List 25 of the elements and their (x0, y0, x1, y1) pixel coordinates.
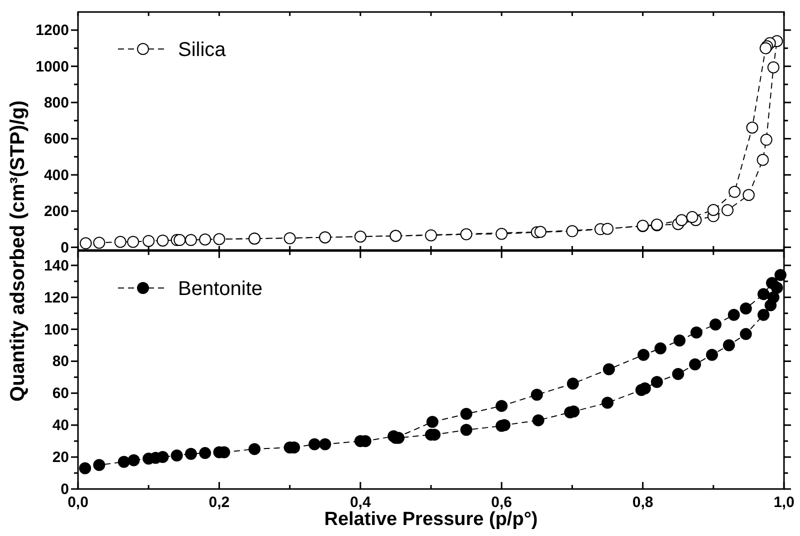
y-tick-label: 40 (52, 417, 69, 434)
y-tick-label: 20 (52, 449, 69, 466)
y-tick-label: 1000 (36, 58, 69, 76)
x-tick-label: 1,0 (774, 494, 794, 511)
legend-label: Bentonite (178, 278, 263, 300)
y-tick-label: 600 (44, 130, 69, 148)
y-axis-title: Quantity adsorbed (cm³(STP)/g) (7, 100, 29, 402)
x-axis-title: Relative Pressure (p/p°) (324, 509, 538, 530)
y-tick-label: 100 (44, 321, 69, 338)
x-tick-label: 0,6 (491, 494, 512, 511)
y-tick-label: 800 (44, 94, 69, 112)
y-tick-label: 0 (60, 239, 69, 256)
y-tick-label: 1200 (36, 22, 69, 40)
y-tick-label: 80 (52, 353, 69, 370)
y-tick-label: 140 (44, 257, 69, 274)
x-tick-label: 0,4 (350, 494, 372, 511)
y-tick-label: 200 (44, 203, 69, 220)
y-tick-label: 400 (44, 166, 69, 184)
y-tick-label: 60 (52, 385, 69, 402)
x-tick-label: 0,8 (632, 494, 654, 511)
y-tick-label: 120 (44, 289, 69, 306)
x-tick-label: 0,0 (68, 494, 88, 511)
x-tick-label: 0,2 (208, 494, 230, 511)
y-tick-label: 0 (60, 481, 69, 498)
legend-label: Silica (178, 39, 227, 61)
